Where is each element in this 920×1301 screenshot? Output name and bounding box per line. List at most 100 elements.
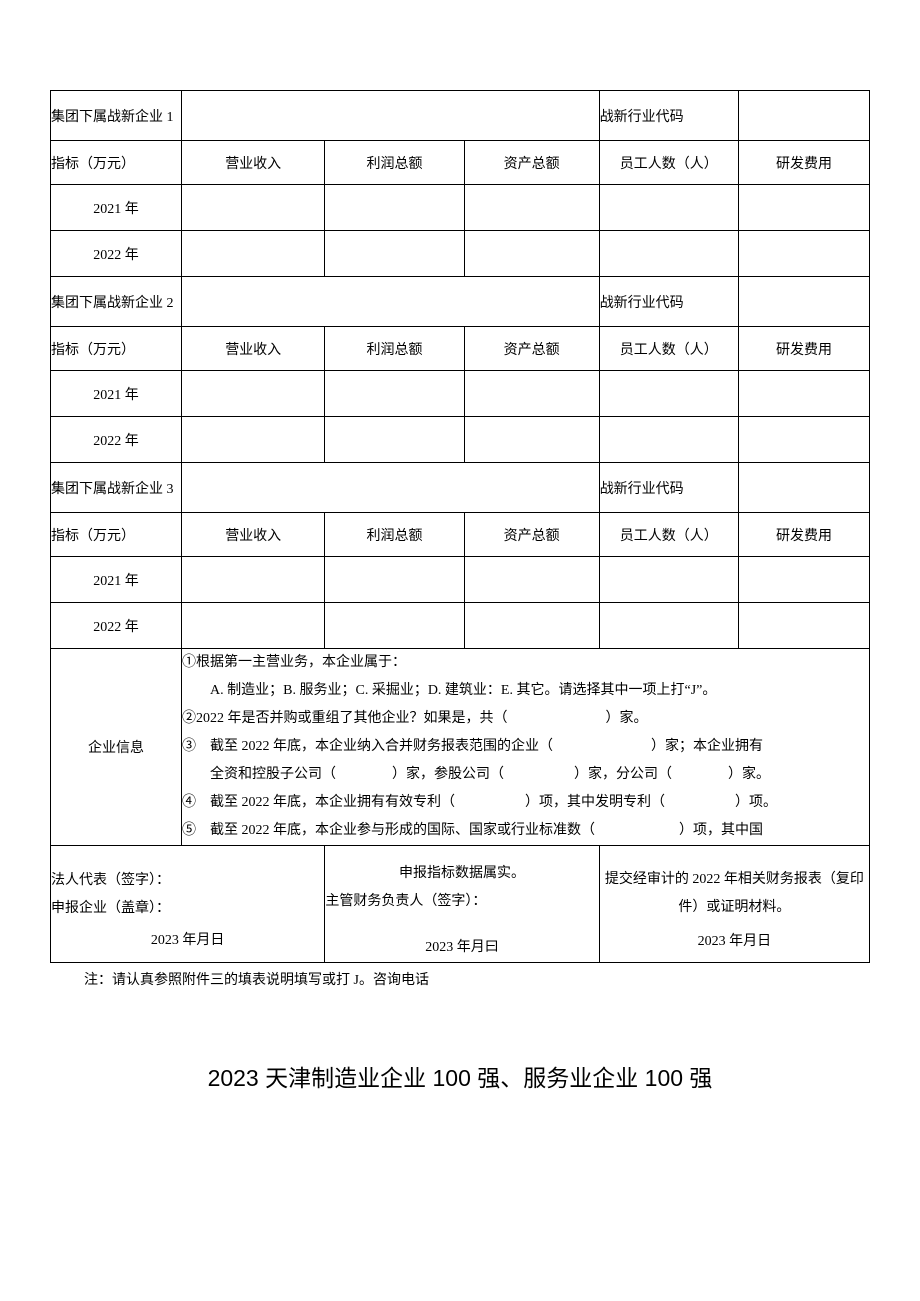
company-2-name-field[interactable] bbox=[182, 277, 600, 327]
header-rd: 研发费用 bbox=[738, 327, 869, 371]
header-profit: 利润总额 bbox=[325, 141, 464, 185]
info-line-3b: 全资和控股子公司（ ）家，参股公司（ ）家，分公司（ ）家。 bbox=[182, 761, 869, 789]
data-cell[interactable] bbox=[182, 371, 325, 417]
signature-left-cell: 法人代表（签字）： 申报企业（盖章）： 2023 年月日 bbox=[51, 846, 325, 963]
info-line-1b: A. 制造业；B. 服务业；C. 采掘业；D. 建筑业：E. 其它。请选择其中一… bbox=[182, 677, 869, 705]
right-statement: 提交经审计的 2022 年相关财务报表（复印件）或证明材料。 bbox=[600, 866, 869, 922]
header-indicator: 指标（万元） bbox=[51, 327, 182, 371]
data-cell[interactable] bbox=[325, 557, 464, 603]
data-cell[interactable] bbox=[182, 557, 325, 603]
data-cell[interactable] bbox=[325, 371, 464, 417]
info-line-3: ③ 截至 2022 年底，本企业纳入合并财务报表范围的企业（ ）家；本企业拥有 bbox=[182, 733, 869, 761]
company-3-label: 集团下属战新企业 3 bbox=[51, 463, 182, 513]
data-cell[interactable] bbox=[325, 231, 464, 277]
data-cell[interactable] bbox=[464, 557, 599, 603]
data-cell[interactable] bbox=[599, 417, 738, 463]
header-profit: 利润总额 bbox=[325, 327, 464, 371]
data-cell[interactable] bbox=[464, 185, 599, 231]
header-revenue: 营业收入 bbox=[182, 327, 325, 371]
header-assets: 资产总额 bbox=[464, 327, 599, 371]
year-label: 2022 年 bbox=[51, 603, 182, 649]
year-label: 2021 年 bbox=[51, 371, 182, 417]
data-cell[interactable] bbox=[464, 231, 599, 277]
data-cell[interactable] bbox=[599, 231, 738, 277]
data-cell[interactable] bbox=[599, 603, 738, 649]
data-cell[interactable] bbox=[738, 231, 869, 277]
company-3-code-label: 战新行业代码 bbox=[599, 463, 738, 513]
data-cell[interactable] bbox=[325, 603, 464, 649]
company-1-2022-row: 2022 年 bbox=[51, 231, 870, 277]
header-revenue: 营业收入 bbox=[182, 141, 325, 185]
company-3-2022-row: 2022 年 bbox=[51, 603, 870, 649]
year-label: 2022 年 bbox=[51, 231, 182, 277]
year-label: 2021 年 bbox=[51, 185, 182, 231]
company-2-code-label: 战新行业代码 bbox=[599, 277, 738, 327]
legal-rep-sign-label: 法人代表（签字）： bbox=[51, 867, 324, 895]
info-line-2: ②2022 年是否并购或重组了其他企业？如果是，共（ ）家。 bbox=[182, 705, 869, 733]
data-cell[interactable] bbox=[325, 185, 464, 231]
header-employees: 员工人数（人） bbox=[599, 513, 738, 557]
company-3-headers: 指标（万元） 营业收入 利润总额 资产总额 员工人数（人） 研发费用 bbox=[51, 513, 870, 557]
company-3-row: 集团下属战新企业 3 战新行业代码 bbox=[51, 463, 870, 513]
data-cell[interactable] bbox=[738, 185, 869, 231]
data-cell[interactable] bbox=[599, 557, 738, 603]
company-1-name-field[interactable] bbox=[182, 91, 600, 141]
data-cell[interactable] bbox=[182, 185, 325, 231]
header-revenue: 营业收入 bbox=[182, 513, 325, 557]
data-cell[interactable] bbox=[738, 557, 869, 603]
data-cell[interactable] bbox=[738, 371, 869, 417]
company-1-code-field[interactable] bbox=[738, 91, 869, 141]
data-cell[interactable] bbox=[464, 417, 599, 463]
data-cell[interactable] bbox=[599, 371, 738, 417]
info-line-5: ⑤ 截至 2022 年底，本企业参与形成的国际、国家或行业标准数（ ）项，其中国 bbox=[182, 817, 869, 845]
data-cell[interactable] bbox=[182, 231, 325, 277]
header-profit: 利润总额 bbox=[325, 513, 464, 557]
note-text: 注：请认真参照附件三的填表说明填写或打 J。咨询电话 bbox=[50, 969, 870, 989]
data-cell[interactable] bbox=[738, 603, 869, 649]
mid-statement: 申报指标数据属实。 bbox=[325, 860, 598, 888]
company-2-2021-row: 2021 年 bbox=[51, 371, 870, 417]
header-employees: 员工人数（人） bbox=[599, 141, 738, 185]
header-indicator: 指标（万元） bbox=[51, 141, 182, 185]
header-indicator: 指标（万元） bbox=[51, 513, 182, 557]
signature-row: 法人代表（签字）： 申报企业（盖章）： 2023 年月日 申报指标数据属实。 主… bbox=[51, 846, 870, 963]
finance-sign-label: 主管财务负责人（签字）： bbox=[325, 888, 598, 916]
main-form-table: 集团下属战新企业 1 战新行业代码 指标（万元） 营业收入 利润总额 资产总额 … bbox=[50, 90, 870, 963]
company-2-headers: 指标（万元） 营业收入 利润总额 资产总额 员工人数（人） 研发费用 bbox=[51, 327, 870, 371]
right-date: 2023 年月日 bbox=[600, 928, 869, 956]
company-2-2022-row: 2022 年 bbox=[51, 417, 870, 463]
data-cell[interactable] bbox=[464, 603, 599, 649]
signature-right-cell: 提交经审计的 2022 年相关财务报表（复印件）或证明材料。 2023 年月日 bbox=[599, 846, 869, 963]
data-cell[interactable] bbox=[464, 371, 599, 417]
left-date: 2023 年月日 bbox=[51, 927, 324, 955]
company-1-headers: 指标（万元） 营业收入 利润总额 资产总额 员工人数（人） 研发费用 bbox=[51, 141, 870, 185]
enterprise-info-row: 企业信息 ①根据第一主营业务，本企业属于： A. 制造业；B. 服务业；C. 采… bbox=[51, 649, 870, 846]
header-assets: 资产总额 bbox=[464, 513, 599, 557]
section-title: 2023 天津制造业企业 100 强、服务业企业 100 强 bbox=[50, 1059, 870, 1093]
header-rd: 研发费用 bbox=[738, 141, 869, 185]
data-cell[interactable] bbox=[325, 417, 464, 463]
company-1-2021-row: 2021 年 bbox=[51, 185, 870, 231]
enterprise-info-label: 企业信息 bbox=[51, 649, 182, 846]
company-3-name-field[interactable] bbox=[182, 463, 600, 513]
company-3-code-field[interactable] bbox=[738, 463, 869, 513]
signature-mid-cell: 申报指标数据属实。 主管财务负责人（签字）： 2023 年月曰 bbox=[325, 846, 599, 963]
year-label: 2021 年 bbox=[51, 557, 182, 603]
info-line-4: ④ 截至 2022 年底，本企业拥有有效专利（ ）项，其中发明专利（ ）项。 bbox=[182, 789, 869, 817]
applicant-stamp-label: 申报企业（盖章）： bbox=[51, 895, 324, 923]
mid-date: 2023 年月曰 bbox=[325, 934, 598, 962]
company-1-label: 集团下属战新企业 1 bbox=[51, 91, 182, 141]
company-2-code-field[interactable] bbox=[738, 277, 869, 327]
enterprise-info-content: ①根据第一主营业务，本企业属于： A. 制造业；B. 服务业；C. 采掘业；D.… bbox=[182, 649, 870, 846]
data-cell[interactable] bbox=[182, 603, 325, 649]
year-label: 2022 年 bbox=[51, 417, 182, 463]
company-2-row: 集团下属战新企业 2 战新行业代码 bbox=[51, 277, 870, 327]
data-cell[interactable] bbox=[738, 417, 869, 463]
data-cell[interactable] bbox=[599, 185, 738, 231]
header-employees: 员工人数（人） bbox=[599, 327, 738, 371]
data-cell[interactable] bbox=[182, 417, 325, 463]
header-assets: 资产总额 bbox=[464, 141, 599, 185]
page-container: 集团下属战新企业 1 战新行业代码 指标（万元） 营业收入 利润总额 资产总额 … bbox=[0, 0, 920, 1133]
company-2-label: 集团下属战新企业 2 bbox=[51, 277, 182, 327]
info-line-1: ①根据第一主营业务，本企业属于： bbox=[182, 649, 869, 677]
